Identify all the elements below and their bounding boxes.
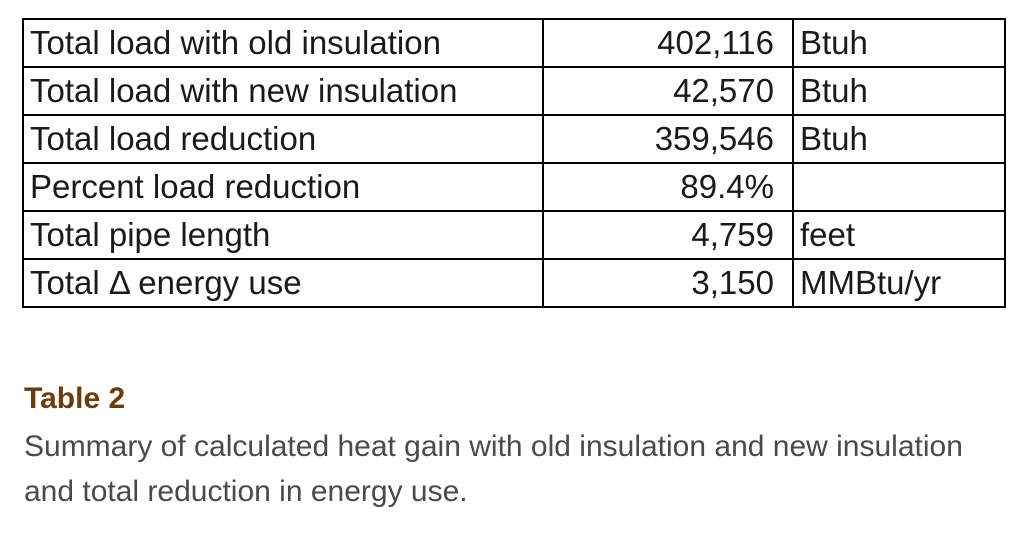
row-unit: MMBtu/yr [792,258,1006,308]
row-label: Total load reduction [22,114,544,164]
row-value: 402,116 [542,18,794,68]
table-row: Percent load reduction 89.4% [22,162,1006,212]
row-label: Total pipe length [22,210,544,260]
row-unit: Btuh [792,18,1006,68]
summary-table: Total load with old insulation 402,116 B… [22,18,1006,308]
row-unit: Btuh [792,114,1006,164]
table-row: Total pipe length 4,759 feet [22,210,1006,260]
table-row: Total load with new insulation 42,570 Bt… [22,66,1006,116]
table-row: Total Δ energy use 3,150 MMBtu/yr [22,258,1006,308]
row-unit [792,162,1006,212]
row-value: 89.4% [542,162,794,212]
row-value: 42,570 [542,66,794,116]
caption-title: Table 2 [24,382,126,415]
row-label: Total load with old insulation [22,18,544,68]
row-label: Total load with new insulation [22,66,544,116]
row-unit: Btuh [792,66,1006,116]
row-unit: feet [792,210,1006,260]
row-value: 359,546 [542,114,794,164]
row-label: Total Δ energy use [22,258,544,308]
row-value: 3,150 [542,258,794,308]
row-label: Percent load reduction [22,162,544,212]
row-value: 4,759 [542,210,794,260]
table-row: Total load reduction 359,546 Btuh [22,114,1006,164]
caption-text: Summary of calculated heat gain with old… [24,430,963,508]
table-row: Total load with old insulation 402,116 B… [22,18,1006,68]
